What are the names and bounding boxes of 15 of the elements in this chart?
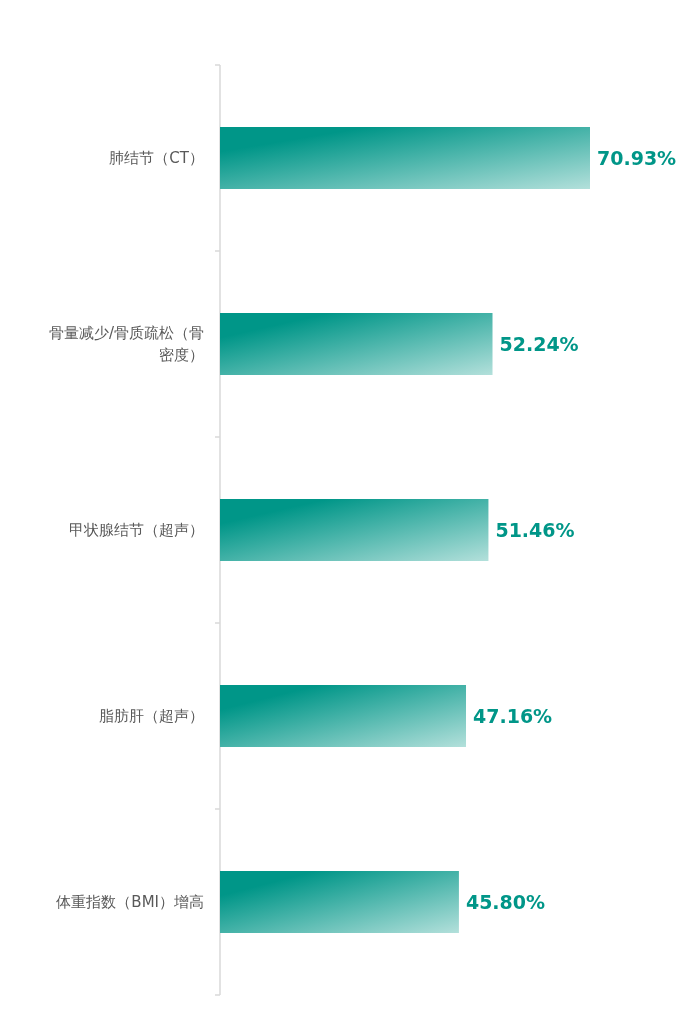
data-label: 52.24%: [499, 332, 579, 355]
bar: [220, 127, 590, 189]
y-tick-label: 体重指数（BMI）增高: [56, 893, 204, 912]
data-label: 70.93%: [597, 146, 677, 169]
y-tick-label: 脂肪肝（超声）: [99, 707, 204, 726]
bar: [220, 871, 459, 933]
y-tick-label: 甲状腺结节（超声）: [69, 521, 204, 540]
data-label: 45.80%: [465, 890, 546, 913]
data-label: 51.46%: [495, 518, 575, 541]
bar: [220, 685, 467, 747]
bar: [220, 313, 493, 375]
bar: [220, 499, 489, 561]
data-label: 47.16%: [473, 704, 553, 727]
y-tick-label: 骨量减少/骨质疏松（骨密度）: [48, 324, 204, 365]
y-tick-label: 肺结节（CT）: [109, 149, 204, 168]
